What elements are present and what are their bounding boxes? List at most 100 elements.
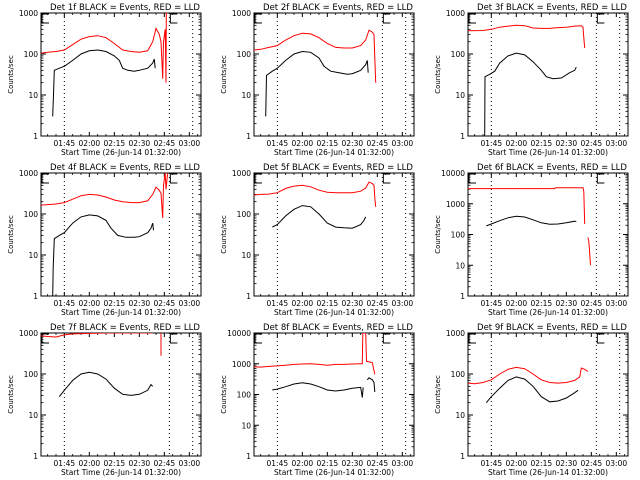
y-axis-label: Counts/sec <box>220 55 228 94</box>
interval-marker <box>254 13 262 24</box>
x-tick-label: 03:00 <box>179 299 201 308</box>
chart-title: Det 6f BLACK = Events, RED = LLD <box>477 163 627 173</box>
x-tick-label: 03:00 <box>606 139 628 148</box>
y-tick-label: 1 <box>460 132 465 141</box>
x-tick-label: 02:15 <box>317 139 339 148</box>
y-tick-label: 100 <box>451 50 466 59</box>
y-axis-label: Counts/sec <box>434 375 442 414</box>
x-tick-label: 03:00 <box>606 459 628 468</box>
interval-marker <box>596 333 605 344</box>
y-tick-label: 1000 <box>446 9 465 18</box>
plot-frame <box>253 12 415 137</box>
chart-panel-4: Det 4f BLACK = Events, RED = LLD 1 10 100 10… <box>7 163 202 317</box>
x-tick-label: 02:30 <box>342 139 364 148</box>
x-tick-label: 03:00 <box>392 139 414 148</box>
chart-panel-9: Det 9f BLACK = Events, RED = LLD 1 10 100 10… <box>434 323 629 477</box>
interval-marker <box>382 333 391 344</box>
x-tick-label: 02:30 <box>556 459 578 468</box>
x-tick-label: 02:30 <box>556 139 578 148</box>
x-axis-label: Start Time (26-Jun-14 01:32:00) <box>488 148 608 157</box>
series-line-events-late <box>366 377 376 393</box>
chart-panel-3: Det 3f BLACK = Events, RED = LLD 1 10 100 10… <box>434 3 629 157</box>
y-axis-label: Counts/sec <box>7 55 15 94</box>
interval-marker <box>468 173 476 184</box>
series-line-lld <box>468 366 589 385</box>
chart-title: Det 9f BLACK = Events, RED = LLD <box>477 323 627 333</box>
series-line-events <box>484 52 577 136</box>
interval-marker <box>468 13 476 24</box>
y-tick-label: 100 <box>24 210 39 219</box>
x-tick-label: 02:45 <box>581 299 603 308</box>
x-tick-label: 02:45 <box>154 139 176 148</box>
y-tick-label: 10 <box>241 91 251 100</box>
plot-frame <box>40 172 202 297</box>
plot-frame <box>40 12 202 137</box>
x-tick-label: 03:00 <box>179 139 201 148</box>
interval-marker <box>596 13 605 24</box>
y-tick-label: 100 <box>237 391 252 400</box>
y-tick-label: 10 <box>455 91 465 100</box>
x-tick-label: 01:45 <box>267 139 289 148</box>
x-tick-label: 02:00 <box>292 459 314 468</box>
y-axis-label: Counts/sec <box>434 215 442 254</box>
chart-title: Det 8f BLACK = Events, RED = LLD <box>263 323 413 333</box>
y-axis-label: Counts/sec <box>7 215 15 254</box>
x-axis-label: Start Time (26-Jun-14 01:32:00) <box>61 148 181 157</box>
y-tick-label: 10 <box>455 261 465 270</box>
interval-marker <box>254 333 262 344</box>
series-line-lld <box>41 173 169 219</box>
series-line-lld <box>254 29 377 83</box>
x-tick-label: 02:45 <box>367 139 389 148</box>
x-tick-label: 02:30 <box>342 459 364 468</box>
interval-marker <box>468 333 476 344</box>
y-tick-label: 10 <box>241 421 251 430</box>
x-tick-label: 02:00 <box>292 299 314 308</box>
x-tick-label: 01:45 <box>481 139 503 148</box>
y-tick-label: 100 <box>451 370 466 379</box>
x-tick-label: 02:15 <box>317 459 339 468</box>
x-tick-label: 02:45 <box>154 299 176 308</box>
interval-marker <box>169 333 178 344</box>
x-tick-label: 02:30 <box>129 459 151 468</box>
x-tick-label: 01:45 <box>481 459 503 468</box>
series-line-events <box>272 205 367 229</box>
series-line-events <box>52 214 154 296</box>
interval-marker <box>596 173 605 184</box>
x-tick-label: 02:45 <box>367 299 389 308</box>
interval-marker <box>169 173 178 184</box>
y-tick-label: 1000 <box>446 329 465 338</box>
series-line-lld-tail <box>587 237 591 266</box>
interval-marker <box>41 333 49 344</box>
chart-panel-7: Det 7f BLACK = Events, RED = LLD 1 10 100 10… <box>7 323 202 477</box>
x-tick-label: 02:00 <box>506 299 528 308</box>
x-tick-label: 02:15 <box>317 299 339 308</box>
x-tick-label: 02:45 <box>154 459 176 468</box>
chart-panel-8: Det 8f BLACK = Events, RED = LLD 1 10 100 10… <box>220 323 415 477</box>
x-tick-label: 02:00 <box>79 299 101 308</box>
y-tick-label: 10 <box>28 91 38 100</box>
x-tick-label: 02:15 <box>531 299 553 308</box>
x-axis-label: Start Time (26-Jun-14 01:32:00) <box>61 308 181 317</box>
y-tick-label: 100 <box>24 50 39 59</box>
y-tick-label: 100 <box>24 370 39 379</box>
x-tick-label: 01:45 <box>54 299 76 308</box>
chart-panel-6: Det 6f BLACK = Events, RED = LLD 1 10 100 10… <box>434 163 629 317</box>
y-axis-label: Counts/sec <box>7 375 15 414</box>
x-tick-label: 02:15 <box>531 139 553 148</box>
interval-marker <box>254 173 262 184</box>
plot-frame <box>40 332 202 457</box>
interval-marker <box>382 173 391 184</box>
y-axis-label: Counts/sec <box>220 375 228 414</box>
x-tick-label: 01:45 <box>481 299 503 308</box>
y-tick-label: 100 <box>237 210 252 219</box>
series-line-lld <box>41 13 168 83</box>
x-tick-label: 03:00 <box>179 459 201 468</box>
x-tick-label: 02:30 <box>556 299 578 308</box>
y-tick-label: 1 <box>33 452 38 461</box>
y-tick-label: 1000 <box>19 169 38 178</box>
chart-title: Det 2f BLACK = Events, RED = LLD <box>263 3 413 13</box>
y-tick-label: 1 <box>246 452 251 461</box>
series-line-events <box>265 50 369 117</box>
series-line-events <box>58 371 154 398</box>
